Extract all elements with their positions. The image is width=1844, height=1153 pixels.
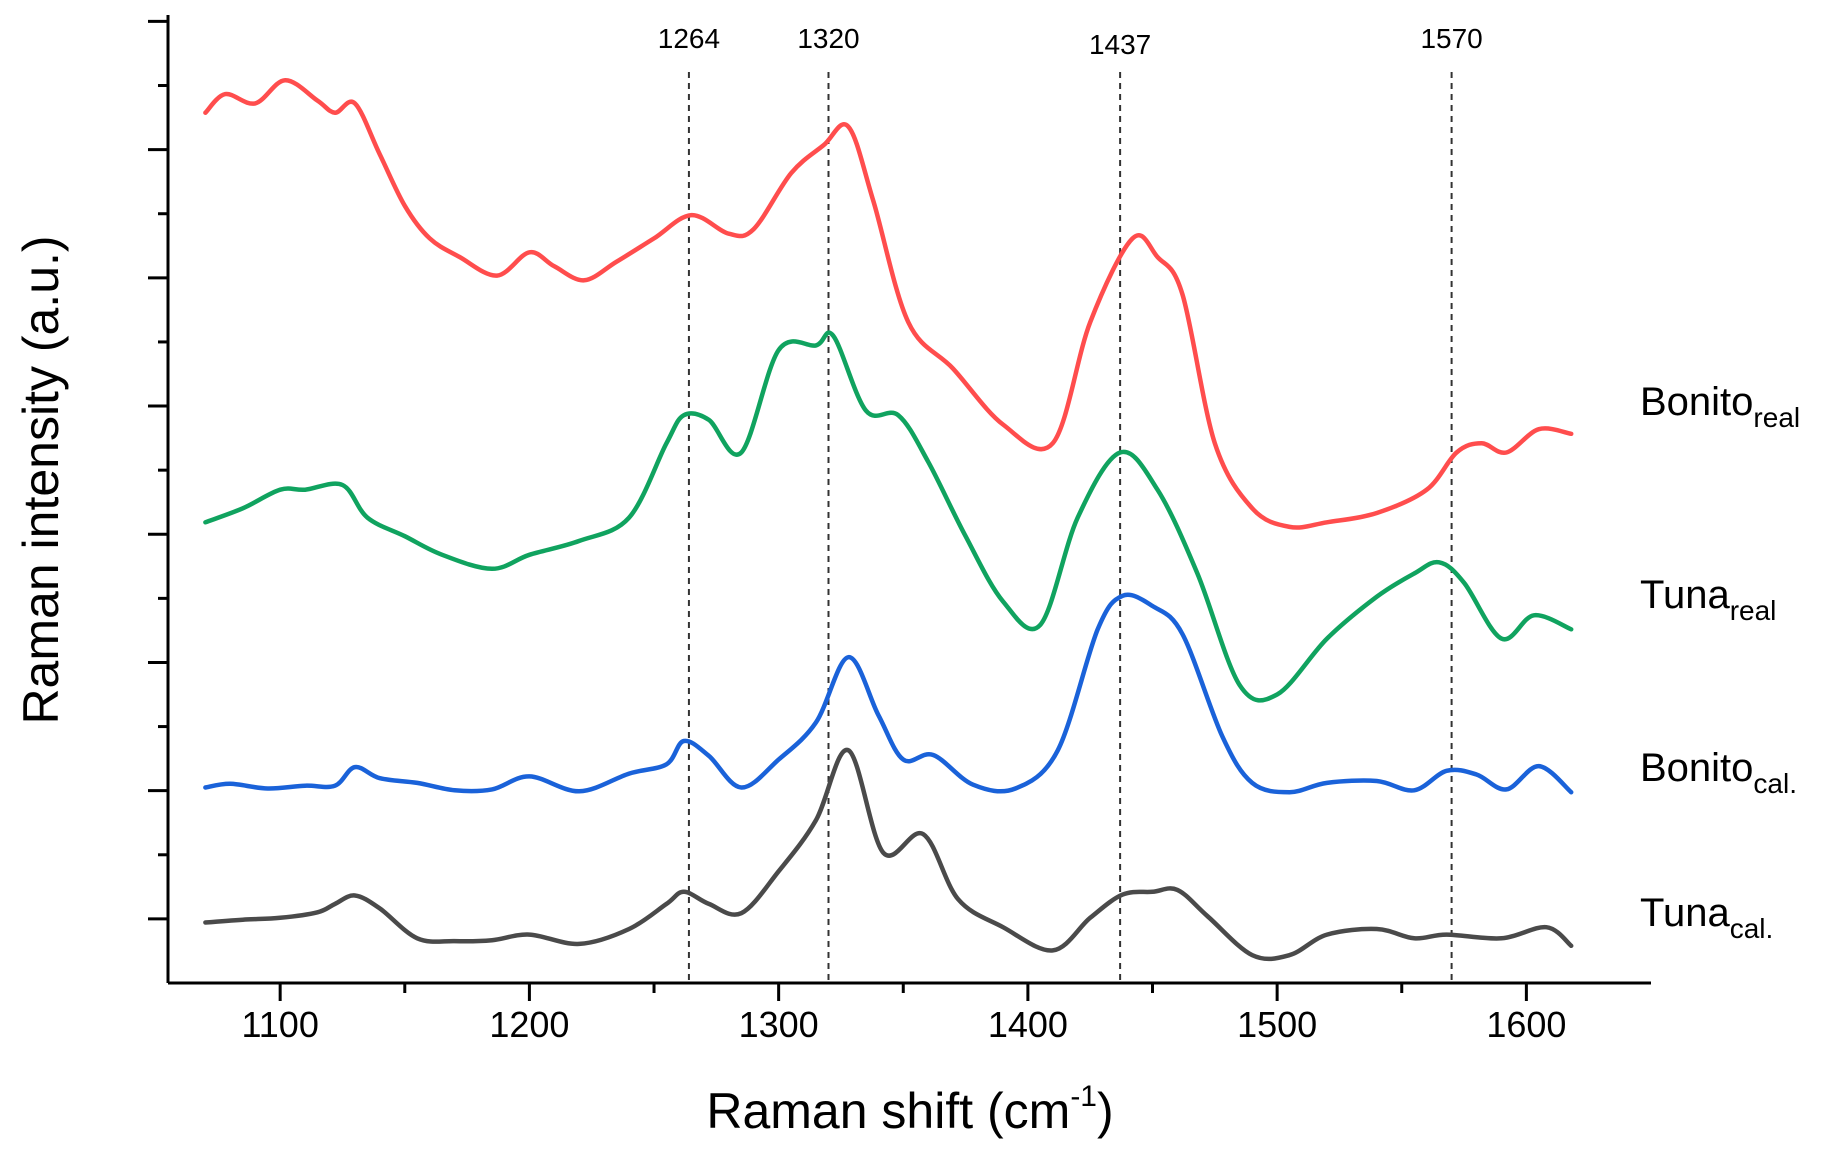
x-tick-label: 1400: [988, 1004, 1068, 1045]
series-label: Tunacal.: [1640, 891, 1773, 944]
x-tick-label: 1600: [1486, 1004, 1566, 1045]
x-tick-label: 1100: [241, 1004, 318, 1045]
peak-label: 1264: [658, 23, 720, 54]
series-label: Bonitocal.: [1640, 746, 1797, 799]
peak-reference-lines: 1264 1320 1437 1570: [658, 23, 1483, 983]
series-line: [203, 330, 1574, 703]
y-axis-ticks: [148, 19, 168, 921]
peak-label: 1570: [1420, 23, 1482, 54]
spectra-series: [203, 77, 1574, 962]
x-tick-label: 1300: [739, 1004, 819, 1045]
x-tick-label: 1200: [489, 1004, 569, 1045]
series-labels: Bonitoreal Tunareal Bonitocal. Tunacal.: [1640, 380, 1800, 944]
peak-label: 1320: [797, 23, 859, 54]
x-tick-label: 1500: [1237, 1004, 1317, 1045]
series-label: Bonitoreal: [1640, 380, 1800, 433]
axes: [166, 15, 1651, 985]
series-line: [203, 592, 1574, 795]
x-axis-ticks: 1100 1200 1300 1400 1500 1600: [241, 983, 1566, 1045]
series-line: [203, 748, 1574, 962]
series-label: Tunareal: [1640, 573, 1776, 626]
x-axis-title: Raman shift (cm-1): [706, 1080, 1113, 1139]
series-line: [203, 77, 1574, 530]
y-axis-title: Raman intensity (a.u.): [13, 235, 69, 724]
peak-label: 1437: [1089, 29, 1151, 60]
